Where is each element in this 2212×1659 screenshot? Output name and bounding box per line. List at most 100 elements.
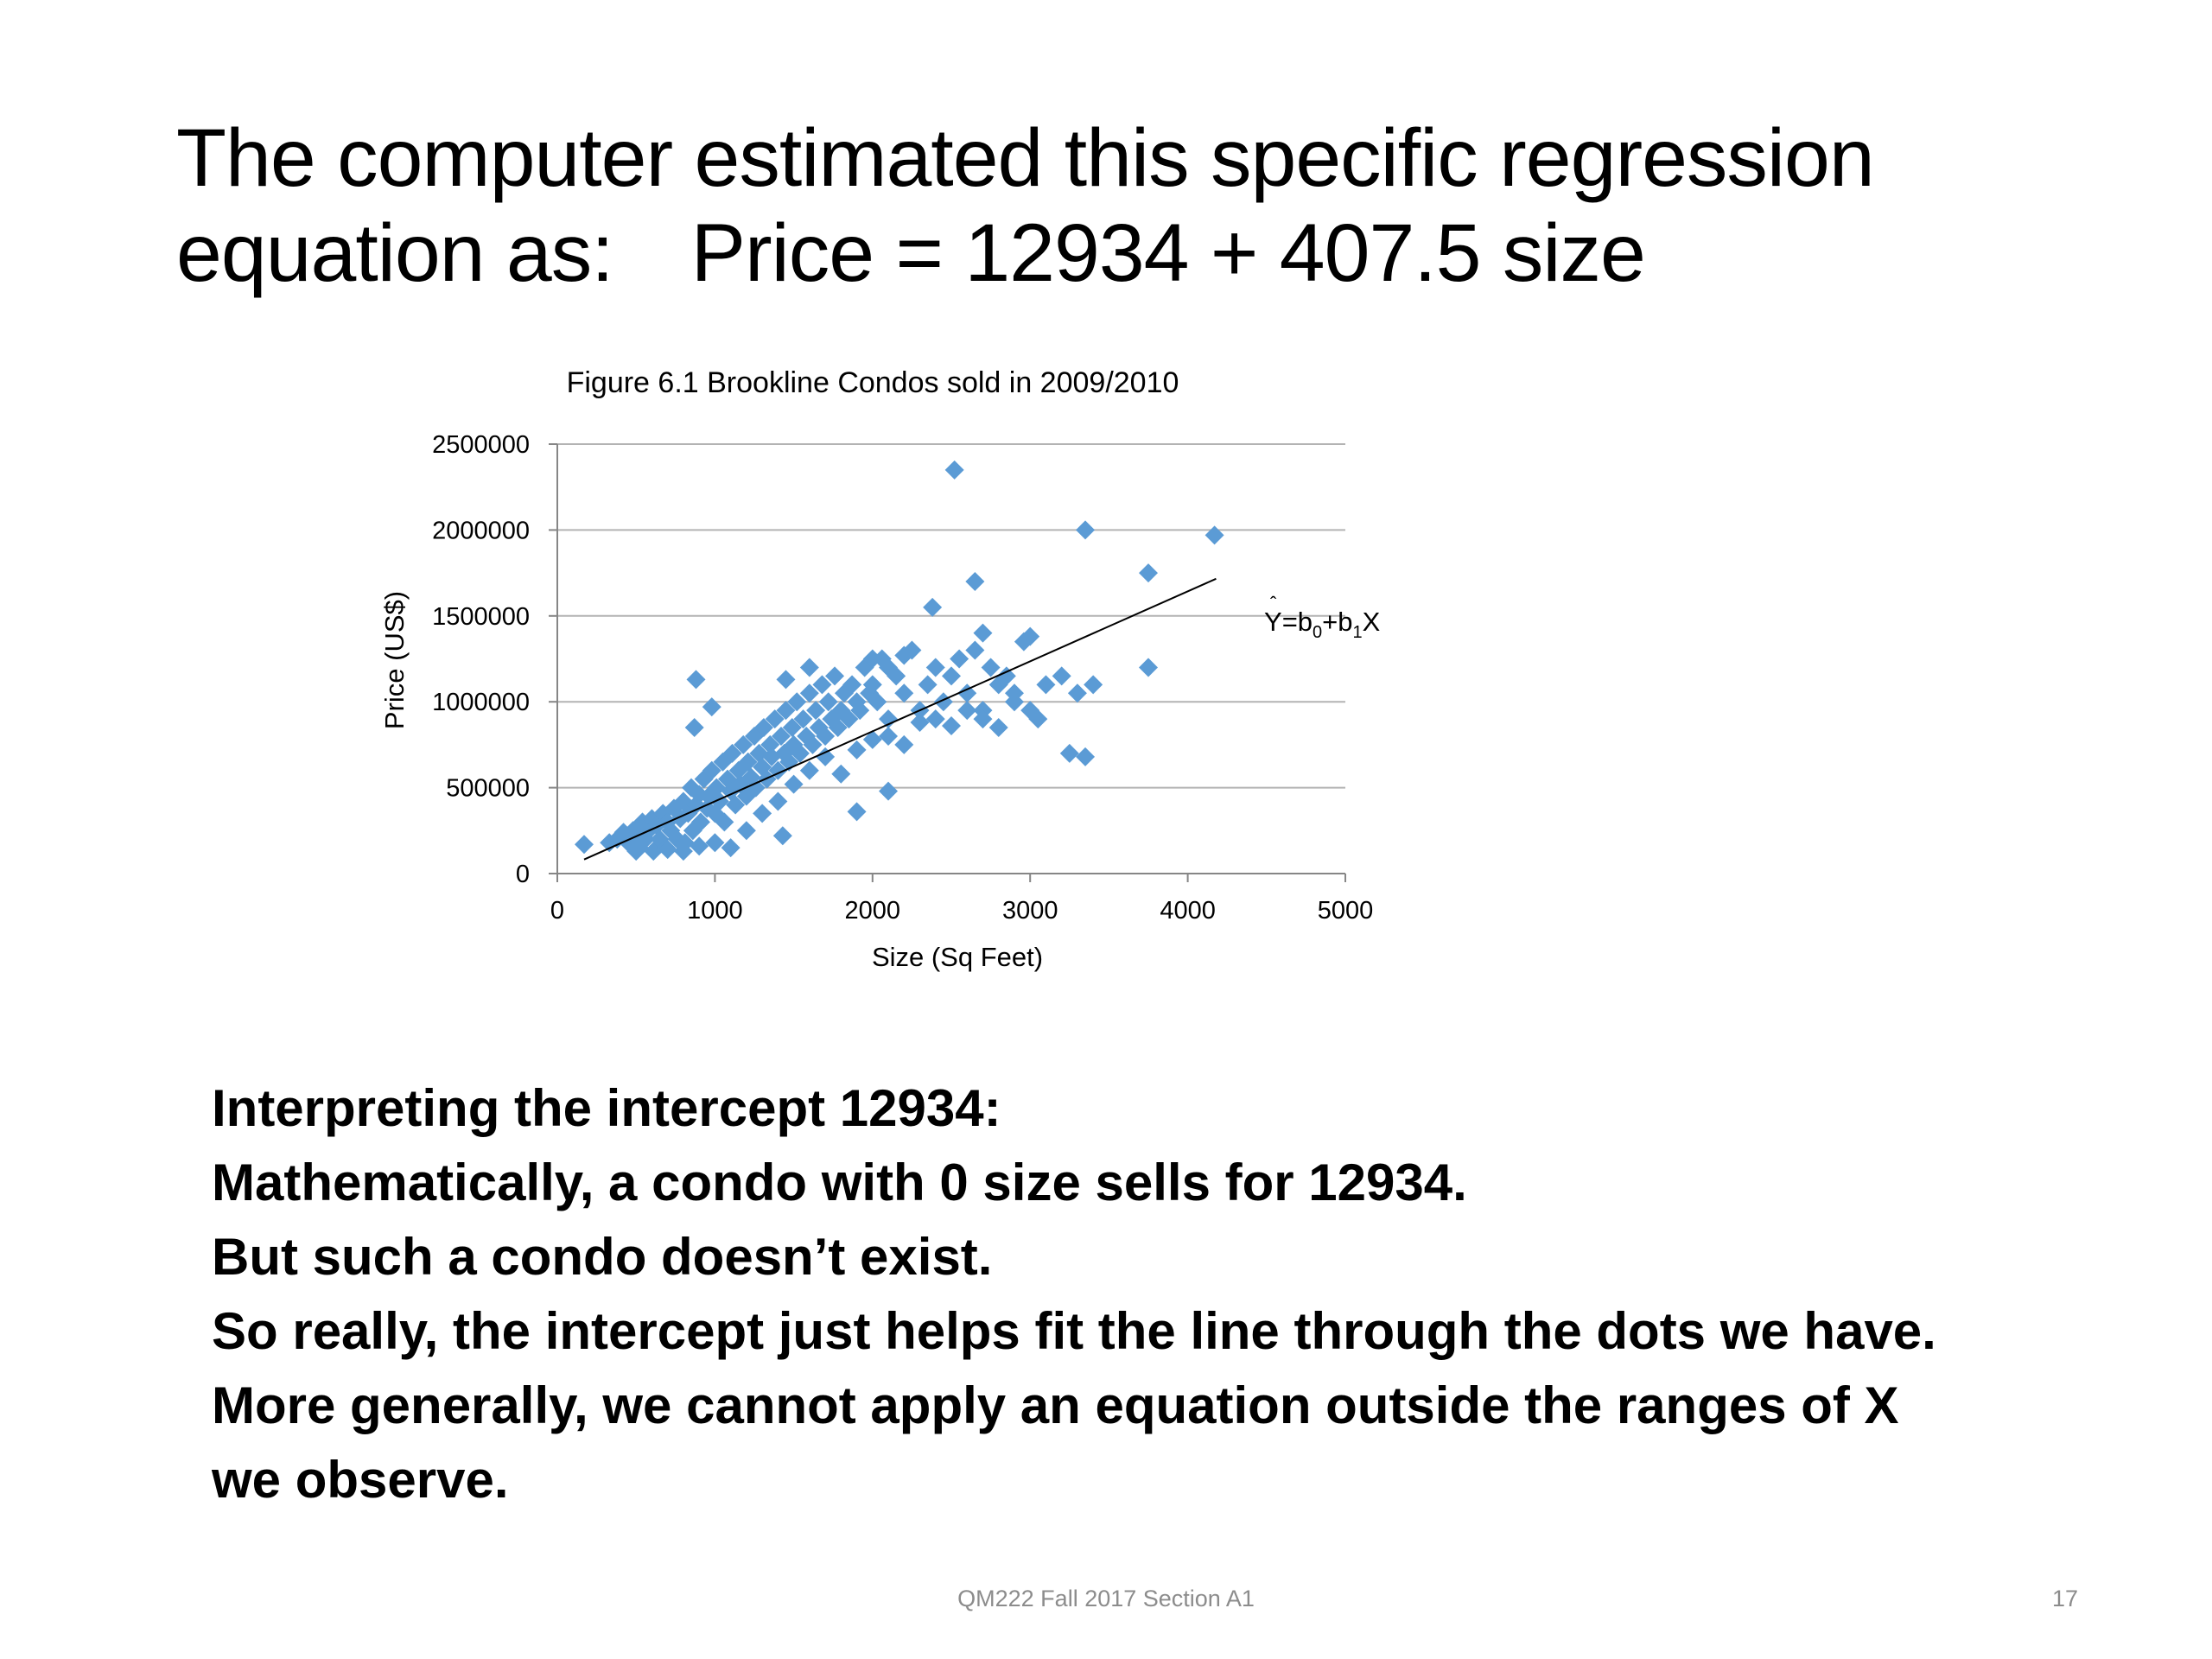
data-point (818, 692, 838, 712)
body-text: Interpreting the intercept 12934: Mathem… (212, 1071, 2156, 1517)
data-point (613, 823, 633, 842)
data-point (787, 692, 807, 712)
data-point (894, 645, 914, 665)
title-equation-prefix: equation as: (176, 207, 614, 299)
data-point (842, 675, 862, 695)
body-line: But such a condo doesn’t exist. (212, 1228, 993, 1286)
data-point (705, 833, 725, 853)
footer-course: QM222 Fall 2017 Section A1 (957, 1586, 1255, 1611)
data-point (933, 692, 953, 712)
data-point (1059, 743, 1079, 763)
y-tick-label: 500000 (446, 775, 530, 803)
annotation-sub-0: 0 (1313, 623, 1322, 642)
data-point (828, 718, 848, 738)
data-point (746, 778, 766, 798)
data-point (879, 658, 899, 677)
data-point (726, 795, 746, 815)
x-tick-label: 4000 (1160, 897, 1216, 925)
y-tick-label: 2500000 (432, 431, 530, 459)
data-point (1076, 747, 1096, 766)
y-tick-label: 0 (516, 861, 530, 888)
data-point (644, 842, 664, 861)
data-point (702, 697, 721, 717)
data-points (575, 460, 1224, 861)
data-point (705, 804, 725, 823)
data-point (697, 798, 717, 818)
data-point (981, 658, 1001, 677)
data-point (887, 666, 906, 686)
data-point (894, 734, 914, 754)
body-line: we observe. (212, 1451, 509, 1509)
data-point (825, 666, 845, 686)
data-point (776, 701, 796, 721)
annotation-sub-1: 1 (1353, 623, 1363, 642)
data-point (738, 752, 758, 772)
data-point (686, 670, 706, 690)
data-point (702, 760, 721, 780)
data-point (690, 812, 710, 832)
data-point (942, 666, 961, 686)
annotation-eq-b: =b (1282, 607, 1313, 637)
grid-lines (557, 443, 1345, 789)
annotation-y: Y (1264, 607, 1282, 637)
data-point (809, 718, 829, 738)
data-point (673, 791, 693, 811)
y-tick-labels: 0 500000 1000000 1500000 2000000 2500000 (432, 431, 530, 888)
data-point (1020, 626, 1040, 646)
data-point (626, 842, 646, 861)
slide-title: The computer estimated this specific reg… (176, 111, 2120, 301)
svg-text:Y=b0+b1X: Y=b0+b1X (1264, 607, 1381, 642)
x-axis-label: Size (Sq Feet) (872, 942, 1043, 972)
data-point (816, 747, 836, 766)
data-point (753, 718, 773, 738)
data-point (575, 835, 594, 855)
data-point (1036, 675, 1056, 695)
data-point (862, 729, 882, 749)
body-line: So really, the intercept just helps fit … (212, 1302, 1936, 1360)
data-point (682, 778, 702, 798)
data-point (1205, 525, 1224, 545)
x-tick-label: 5000 (1318, 897, 1374, 925)
data-point (868, 692, 887, 712)
data-point (942, 716, 961, 736)
data-point (925, 709, 945, 729)
regression-equation-annotation: Y=b0+b1X ˆ (1264, 593, 1381, 642)
data-point (765, 709, 785, 729)
data-point (806, 701, 826, 721)
annotation-x: X (1363, 607, 1381, 637)
data-point (847, 740, 867, 760)
data-point (1084, 675, 1103, 695)
data-point (673, 842, 693, 861)
data-point (799, 658, 819, 677)
data-point (1052, 666, 1071, 686)
data-point (753, 804, 772, 823)
data-point (839, 709, 859, 729)
data-point (790, 743, 810, 763)
data-point (690, 785, 709, 804)
data-point (879, 709, 899, 729)
data-point (721, 838, 741, 858)
data-point (973, 623, 993, 643)
data-point (760, 734, 780, 754)
data-point (950, 649, 969, 669)
data-point (918, 675, 938, 695)
data-point (1067, 683, 1087, 703)
data-point (667, 830, 687, 849)
regression-line-group (583, 577, 1217, 861)
x-tick-labels: 0 1000 2000 3000 4000 5000 (550, 897, 1373, 925)
body-line: More generally, we cannot apply an equat… (212, 1376, 1899, 1434)
data-point (973, 709, 993, 729)
y-tick-label: 1500000 (432, 603, 530, 631)
data-point (684, 718, 704, 738)
data-point (745, 726, 764, 746)
data-point (850, 701, 870, 721)
data-point (1014, 632, 1033, 652)
data-point (779, 752, 799, 772)
data-point (847, 802, 867, 822)
data-point (776, 670, 796, 690)
y-tick-label: 2000000 (432, 517, 530, 544)
body-line: Interpreting the intercept 12934: (212, 1079, 1001, 1137)
data-point (658, 840, 677, 860)
data-point (1139, 658, 1158, 677)
data-point (803, 734, 823, 754)
